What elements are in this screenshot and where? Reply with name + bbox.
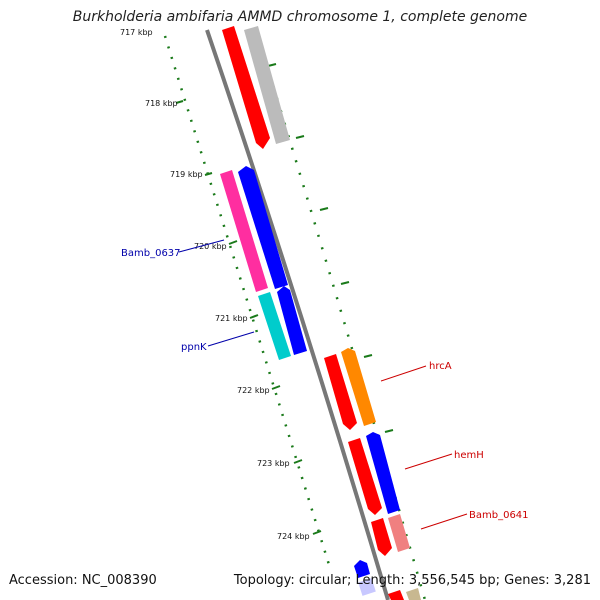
ruler-tick-label: 722 kbp <box>237 386 270 395</box>
gene-feature-red[interactable] <box>388 590 404 600</box>
gene-feature-red[interactable] <box>324 354 357 430</box>
topology-text: Topology: circular; Length: 3,556,545 bp… <box>233 573 591 588</box>
gene-feature-red[interactable] <box>371 518 392 556</box>
gene-label-hrca[interactable]: hrcA <box>429 361 452 372</box>
gene-feature-blue[interactable] <box>354 560 370 578</box>
ruler-tick-label: 718 kbp <box>145 99 178 108</box>
ruler-tick-label: 720 kbp <box>194 242 227 251</box>
gene-feature-orange[interactable] <box>341 348 376 426</box>
gene-label-leaders <box>178 239 468 530</box>
gene-features <box>220 26 421 600</box>
map-title: Burkholderia ambifaria AMMD chromosome 1… <box>72 9 528 25</box>
gene-label-hemh[interactable]: hemH <box>454 450 484 461</box>
genome-backbone <box>205 29 390 600</box>
ruler-tick-label: 723 kbp <box>257 459 290 468</box>
ruler-tick-label: 724 kbp <box>277 532 310 541</box>
gene-feature-blue[interactable] <box>366 432 400 514</box>
ruler-track-inner <box>163 35 332 569</box>
gene-feature-red[interactable] <box>222 26 270 149</box>
ruler-tick-label: 717 kbp <box>120 28 153 37</box>
gene-feature-salmon[interactable] <box>388 514 410 552</box>
gene-label-bamb0637[interactable]: Bamb_0637 <box>121 248 181 259</box>
gene-feature-magenta[interactable] <box>220 170 268 292</box>
gene-feature-cyan[interactable] <box>258 292 291 360</box>
ruler-outer-ticks <box>267 63 394 433</box>
ruler-tick-label: 719 kbp <box>170 170 203 179</box>
accession-text: Accession: NC_008390 <box>9 573 157 588</box>
gene-feature-blue[interactable] <box>238 166 288 289</box>
gene-feature-gray[interactable] <box>244 26 290 144</box>
ruler-major-ticks <box>175 100 322 535</box>
ruler-tick-label: 721 kbp <box>215 314 248 323</box>
gene-feature-lavender[interactable] <box>358 578 376 596</box>
gene-feature-blue[interactable] <box>277 286 307 355</box>
gene-label-bamb0641[interactable]: Bamb_0641 <box>469 510 529 521</box>
gene-feature-khaki[interactable] <box>406 588 421 600</box>
gene-feature-red[interactable] <box>348 438 382 515</box>
gene-label-ppnk[interactable]: ppnK <box>181 342 207 353</box>
